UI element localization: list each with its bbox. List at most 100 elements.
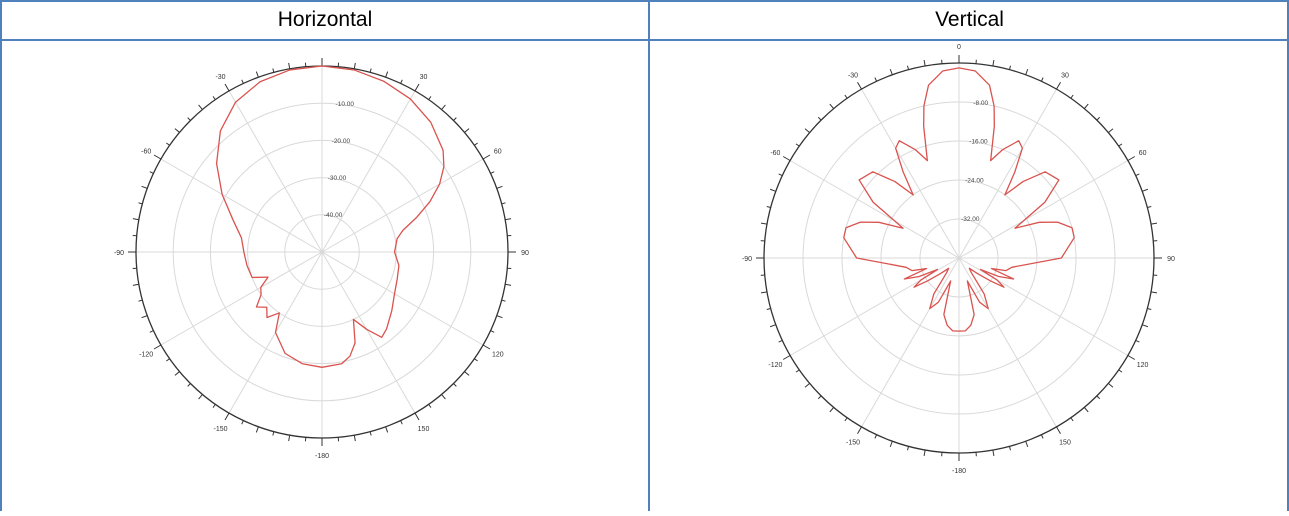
angle-tick: [386, 72, 388, 78]
angle-tick: [429, 96, 431, 99]
angle-tick: [924, 450, 925, 456]
angle-label: 150: [1059, 440, 1071, 447]
angle-tick: [273, 68, 274, 72]
angle-tick: [483, 345, 490, 349]
angle-tick: [779, 340, 783, 342]
angle-tick: [199, 394, 203, 399]
angle-tick: [166, 359, 169, 361]
angle-tick: [1041, 435, 1043, 439]
angle-tick: [505, 219, 511, 220]
ring-label: -30.00: [328, 175, 347, 182]
angle-tick: [273, 432, 274, 436]
angle-tick: [491, 331, 495, 333]
angle-tick: [890, 69, 892, 75]
angle-tick: [770, 325, 776, 327]
angle-tick: [370, 432, 371, 436]
angle-tick: [502, 300, 506, 301]
angle-tick: [1009, 66, 1010, 70]
grid-spoke: [322, 252, 415, 413]
angle-tick: [401, 80, 403, 84]
angle-label: -120: [139, 352, 153, 359]
angle-tick: [502, 203, 506, 204]
angle-tick: [150, 331, 154, 333]
angle-tick: [505, 284, 511, 285]
angle-tick: [1108, 383, 1113, 387]
angle-tick: [1142, 325, 1148, 327]
angle-tick: [818, 117, 821, 120]
angle-tick: [483, 155, 490, 159]
angle-tick: [242, 421, 244, 425]
angle-label: 120: [492, 352, 504, 359]
angle-tick: [993, 60, 994, 66]
angle-tick: [1097, 396, 1100, 399]
angle-tick: [993, 450, 994, 456]
angle-tick: [1097, 117, 1100, 120]
angle-tick: [845, 418, 847, 421]
angle-tick: [474, 143, 477, 145]
angle-tick: [779, 174, 783, 176]
angle-tick: [289, 435, 290, 441]
angle-tick: [1108, 129, 1113, 133]
angle-label: -180: [952, 468, 966, 475]
angle-tick: [1026, 69, 1028, 75]
angle-label: 0: [957, 44, 961, 51]
grid-spoke: [322, 91, 415, 252]
angle-tick: [225, 84, 229, 91]
angle-tick: [1151, 292, 1157, 293]
angle-tick: [188, 384, 191, 387]
angle-tick: [154, 155, 161, 159]
angle-label: 90: [1167, 256, 1175, 263]
angle-tick: [845, 95, 847, 98]
ring-label: -40.00: [324, 212, 343, 219]
angle-tick: [1119, 144, 1122, 146]
angle-tick: [454, 384, 457, 387]
angle-tick: [497, 186, 503, 188]
angle-label: 30: [420, 74, 428, 81]
angle-label: -150: [213, 426, 227, 433]
angle-tick: [175, 372, 180, 376]
angle-tick: [1041, 78, 1043, 82]
angle-tick: [1147, 206, 1151, 207]
angle-tick: [783, 356, 790, 360]
grid-spoke: [959, 161, 1128, 259]
angle-tick: [818, 396, 821, 399]
angle-label: 60: [1139, 150, 1147, 157]
angle-tick: [830, 104, 834, 109]
angle-label: -150: [846, 440, 860, 447]
angle-tick: [138, 300, 142, 301]
vertical-polar-chart: 0306090120150-180-150-120-90-60-30-8.00-…: [650, 39, 1289, 511]
angle-label: 60: [494, 149, 502, 156]
angle-label: 120: [1137, 362, 1149, 369]
angle-tick: [133, 219, 139, 220]
angle-tick: [1136, 340, 1140, 342]
angle-tick: [386, 427, 388, 433]
angle-tick: [464, 372, 469, 376]
angle-label: -30: [848, 72, 858, 79]
grid-spoke: [790, 161, 959, 259]
grid-spoke: [862, 258, 960, 427]
angle-tick: [497, 316, 503, 318]
angle-tick: [783, 157, 790, 161]
angle-label: -90: [742, 256, 752, 263]
angle-tick: [907, 66, 908, 70]
angle-tick: [767, 308, 771, 309]
angle-label: 30: [1061, 72, 1069, 79]
ring-label: -24.00: [965, 177, 984, 184]
ring-label: -20.00: [332, 138, 351, 145]
angle-tick: [464, 129, 469, 133]
angle-tick: [858, 427, 862, 434]
angle-tick: [289, 63, 290, 69]
angle-label: 90: [521, 250, 529, 257]
angle-tick: [761, 223, 767, 224]
angle-tick: [225, 413, 229, 420]
horizontal-polar-chart: 306090120150-180-150-120-90-60-30-10.00-…: [0, 39, 650, 511]
angle-tick: [830, 407, 834, 412]
table-header-divider: [0, 39, 1289, 41]
angle-tick: [1057, 427, 1061, 434]
angle-tick: [770, 189, 776, 191]
ring-label: -8.00: [973, 100, 988, 107]
angle-tick: [858, 82, 862, 89]
angle-label: 150: [418, 426, 430, 433]
